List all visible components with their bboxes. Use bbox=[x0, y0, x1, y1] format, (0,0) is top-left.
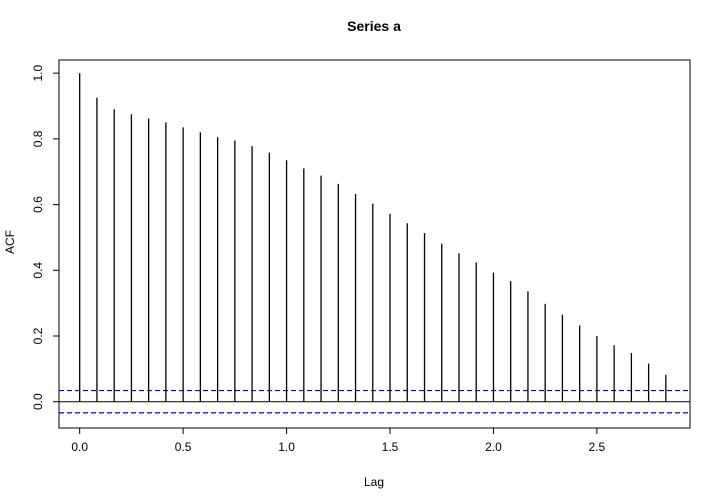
chart-title: Series a bbox=[347, 18, 401, 34]
x-axis-label: Lag bbox=[364, 475, 384, 489]
y-axis-label: ACF bbox=[3, 230, 17, 254]
y-tick-label: 0.6 bbox=[31, 196, 45, 213]
y-tick-label: 0.4 bbox=[31, 262, 45, 279]
y-tick-label: 0.8 bbox=[31, 130, 45, 147]
x-tick-label: 0.0 bbox=[71, 440, 88, 454]
plot-frame bbox=[58, 59, 691, 429]
x-tick-label: 2.0 bbox=[485, 440, 502, 454]
y-tick-label: 1.0 bbox=[31, 64, 45, 81]
y-tick-label: 0.2 bbox=[31, 327, 45, 344]
x-tick-label: 2.5 bbox=[589, 440, 606, 454]
x-tick-label: 1.0 bbox=[278, 440, 295, 454]
plot-area: 0.0 0.5 1.0 1.5 2.0 2.5 0.0 0.2 0.4 0.6 0.8 1.0 bbox=[31, 59, 691, 454]
x-tick-label: 0.5 bbox=[175, 440, 192, 454]
x-tick-label: 1.5 bbox=[382, 440, 399, 454]
y-tick-label: 0.0 bbox=[31, 393, 45, 410]
